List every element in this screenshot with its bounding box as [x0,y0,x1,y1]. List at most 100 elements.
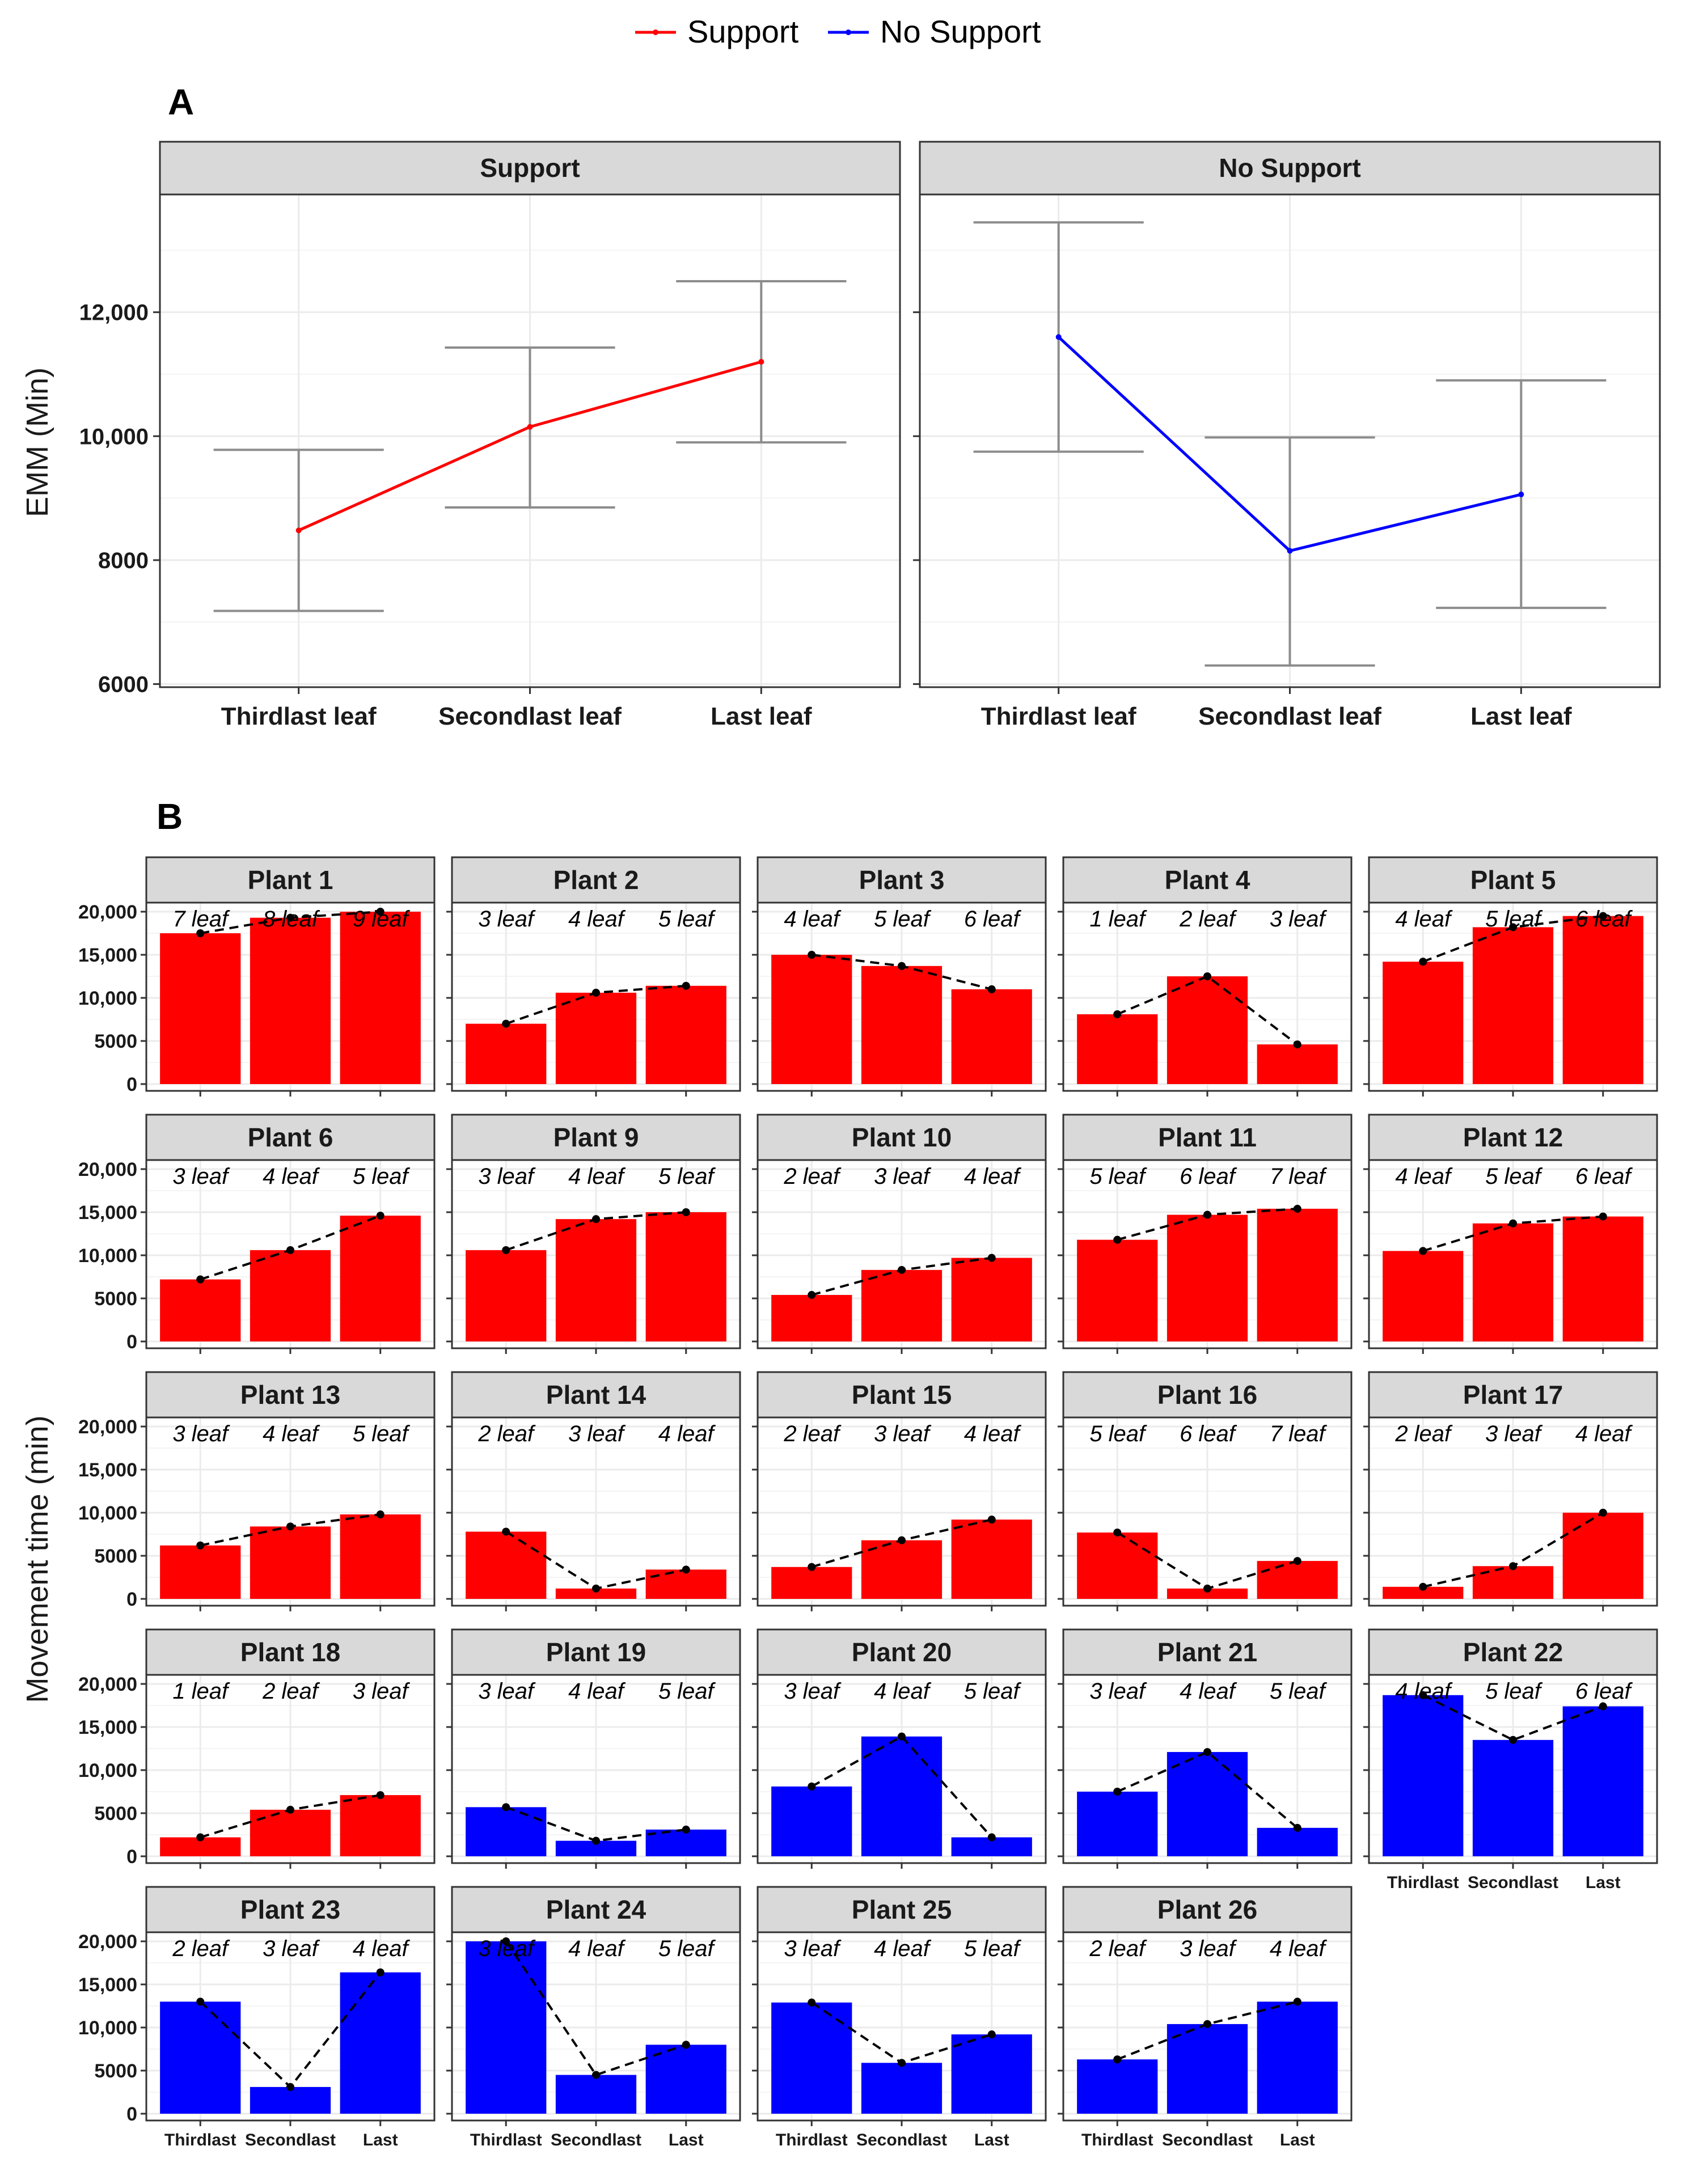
y-tick-label: 12,000 [79,300,149,325]
data-point [987,1516,996,1524]
data-point [1419,1247,1427,1255]
plant-panel-plant-13: Plant 13 3 leaf 4 leaf 5 leaf 0 5000 10,000 15,… [78,1371,436,1611]
bar [645,2045,726,2114]
leaf-label: 2 leaf [783,1421,842,1446]
bar [555,1219,637,1341]
data-point [898,962,906,970]
data-point [987,2030,996,2039]
legend-key-point [653,29,658,35]
y-tick-label: 15,000 [78,1974,137,1996]
plant-strip-label: Plant 18 [240,1637,340,1667]
plant-strip-label: Plant 16 [1157,1380,1257,1410]
leaf-label: 3 leaf [172,1421,230,1446]
y-tick-label: 8000 [98,548,149,573]
leaf-label: 5 leaf [353,1164,411,1189]
plant-strip [757,1371,1047,1419]
data-point [376,1212,384,1220]
data-point [196,1997,205,2006]
leaf-label: 1 leaf [172,1679,230,1704]
plant-panel-plant-25: Plant 25 3 leaf 4 leaf 5 leaf Thirdlast Secon… [752,1886,1047,2149]
bar [1077,1792,1158,1856]
plant-strip [1368,856,1658,904]
data-point [1203,1748,1211,1756]
leaf-label: 3 leaf [784,1679,842,1704]
data-point [502,1527,510,1536]
bar [466,1023,547,1084]
y-tick-label: 20,000 [78,901,137,923]
bar [771,955,852,1084]
leaf-label: 3 leaf [263,1936,320,1961]
bar [645,985,726,1084]
plant-panel-plant-17: Plant 17 2 leaf 3 leaf 4 leaf [1363,1371,1658,1611]
leaf-label: 4 leaf [658,1421,716,1446]
bar [1257,1827,1338,1856]
bar [1383,962,1464,1084]
leaf-label: 4 leaf [874,1936,932,1961]
facet-support: Support Thirdlast leaf Secondlast leaf Last… [79,141,901,730]
x-tick-label: Secondlast [856,2131,947,2149]
data-point [1113,2055,1122,2064]
data-point [1509,923,1517,932]
data-point [682,1565,690,1574]
bar [1472,1739,1554,1856]
y-tick-label: 5000 [94,1803,137,1825]
data-point [808,951,816,959]
bar [340,912,421,1084]
plant-panel-plant-6: Plant 6 3 leaf 4 leaf 5 leaf 0 5000 10,000 15,0… [78,1114,436,1354]
leaf-label: 4 leaf [1180,1679,1237,1704]
plant-strip [451,856,741,904]
series-point [1518,492,1524,498]
data-point [808,1998,816,2007]
data-point [286,1805,294,1814]
plant-strip-label: Plant 21 [1157,1637,1257,1667]
data-point [1293,1997,1301,2006]
leaf-label: 4 leaf [1395,1679,1453,1704]
leaf-label: 4 leaf [964,1421,1022,1446]
data-point [1203,1210,1211,1219]
bar [250,1809,331,1856]
bar [1472,1566,1554,1599]
data-point [1509,1736,1517,1744]
leaf-label: 6 leaf [1575,907,1633,932]
facet-strip [919,141,1661,196]
plant-strip-label: Plant 20 [852,1637,952,1667]
leaf-label: 3 leaf [1180,1936,1237,1961]
bar [1257,1561,1338,1599]
plant-strip-label: Plant 13 [240,1380,340,1410]
leaf-label: 2 leaf [1394,1421,1453,1446]
leaf-label: 7 leaf [1270,1164,1328,1189]
data-point [1203,972,1211,980]
plant-strip-label: Plant 4 [1165,865,1250,895]
leaf-label: 3 leaf [353,1679,411,1704]
data-point [1419,1691,1427,1699]
data-point [1419,958,1427,966]
bar [1562,1216,1643,1341]
data-point [196,929,205,937]
bar [1167,2024,1248,2114]
leaf-label: 9 leaf [353,907,411,932]
data-point [1203,2020,1211,2028]
bar [466,1807,547,1856]
bar [645,1569,726,1599]
plant-strip [451,1371,741,1419]
plant-panel-plant-9: Plant 9 3 leaf 4 leaf 5 leaf [446,1114,741,1354]
data-point [1113,1010,1122,1018]
data-point [1203,1584,1211,1593]
plant-strip-label: Plant 3 [859,865,945,895]
data-point [987,1254,996,1262]
data-point [502,1246,510,1254]
bar [340,1216,421,1341]
leaf-label: 8 leaf [263,907,320,932]
bar [1472,927,1554,1084]
bar [466,1250,547,1341]
plant-strip [757,856,1047,904]
x-tick-label: Thirdlast leaf [981,702,1136,730]
plant-strip [757,1886,1047,1933]
plant-strip-label: Plant 15 [852,1380,952,1410]
facet-strip [159,141,901,196]
y-tick-label: 20,000 [78,1159,137,1180]
leaf-label: 4 leaf [874,1679,932,1704]
leaf-label: 5 leaf [1485,907,1543,932]
bar [1077,1532,1158,1599]
